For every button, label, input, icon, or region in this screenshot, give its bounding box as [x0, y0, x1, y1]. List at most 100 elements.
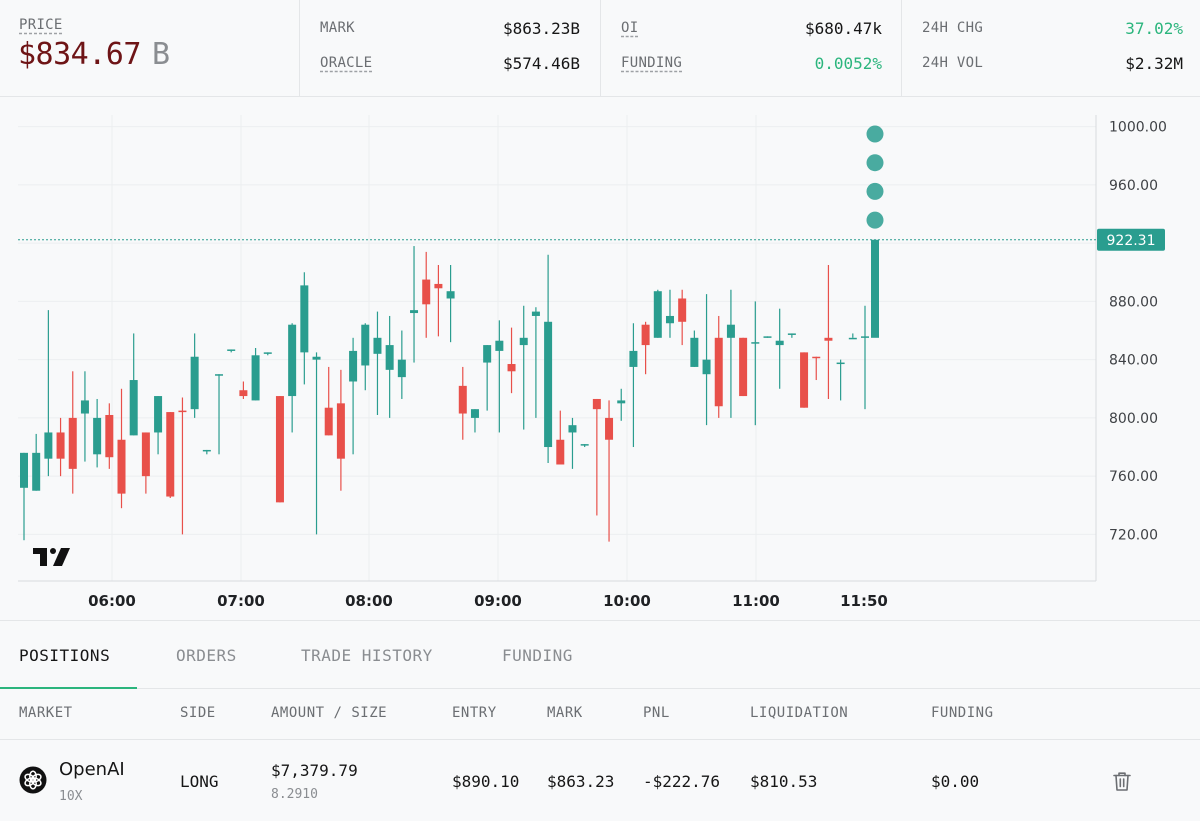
mark-label: MARK — [320, 20, 355, 36]
candle-body — [739, 337, 748, 397]
oi-value: $680.47k — [804, 19, 882, 38]
y-tick-label: 1000.00 — [1109, 120, 1167, 136]
pnl-value: -$222.76 — [643, 772, 721, 791]
x-tick-label: 09:00 — [474, 592, 522, 610]
pending-order-dot — [866, 154, 884, 172]
current-price-tag — [1097, 228, 1165, 251]
candle-body — [556, 439, 565, 465]
candle-body — [434, 283, 443, 289]
candle-body — [215, 374, 224, 376]
candle-body — [288, 324, 297, 397]
market-name[interactable]: OpenAI — [59, 759, 125, 780]
column-header-mark: MARK — [547, 705, 583, 721]
candle-body — [690, 337, 699, 367]
change-24h-label: 24H CHG — [922, 20, 984, 36]
amount-value: $7,379.79 — [271, 761, 358, 780]
candle-body — [178, 410, 187, 413]
tab-trade-history[interactable]: TRADE HISTORY — [301, 646, 433, 665]
candle-body — [336, 403, 345, 459]
market-stats-header: PRICE $834.67 B MARK $863.23B ORACLE $57… — [0, 0, 1200, 97]
liquidation-value: $810.53 — [750, 772, 818, 791]
candle-body — [93, 417, 102, 455]
side-value: LONG — [180, 772, 219, 791]
price-unit: B — [152, 37, 171, 72]
volume-24h-value: $2.32M — [1125, 54, 1183, 73]
candle-body — [678, 298, 687, 322]
active-tab-indicator — [0, 687, 137, 689]
positions-table-header: MARKET SIDE AMOUNT / SIZE ENTRY MARK PNL… — [0, 690, 1200, 740]
candle-body — [580, 444, 589, 446]
candle-body — [507, 364, 516, 372]
y-tick-label: 720.00 — [1109, 527, 1158, 543]
price-chart[interactable]: 1000.00960.00920.00880.00840.00800.00760… — [0, 97, 1200, 620]
candle-body — [275, 396, 284, 503]
funding-label[interactable]: FUNDING — [621, 55, 683, 71]
candle-body — [653, 291, 662, 338]
price-label[interactable]: PRICE — [19, 17, 63, 33]
candle-body — [531, 311, 540, 316]
candle-body — [410, 310, 419, 314]
tab-positions[interactable]: POSITIONS — [19, 646, 111, 665]
candle-body — [154, 396, 163, 433]
candle-body — [251, 355, 260, 401]
candle-body — [446, 291, 455, 299]
candle-body — [458, 385, 467, 414]
funding-value-cell: $0.00 — [931, 772, 980, 791]
y-tick-label: 800.00 — [1109, 411, 1158, 427]
candle-body — [726, 324, 735, 338]
candle-body — [44, 432, 53, 459]
candlestick-chart[interactable]: 1000.00960.00920.00880.00840.00800.00760… — [0, 97, 1200, 620]
y-tick-label: 840.00 — [1109, 353, 1158, 369]
mark-value: $863.23B — [502, 19, 580, 38]
candle-body — [397, 359, 406, 378]
candle-body — [592, 398, 601, 410]
candle-body — [519, 337, 528, 346]
x-tick-label: 07:00 — [217, 592, 265, 610]
candle-body — [385, 345, 394, 370]
candle-body — [20, 452, 28, 488]
candle-body — [141, 432, 150, 477]
candle-body — [202, 449, 211, 452]
trash-icon[interactable] — [1112, 771, 1132, 792]
candle-body — [227, 349, 236, 351]
candle-body — [361, 324, 370, 366]
openai-logo-icon — [19, 766, 47, 794]
candle-body — [239, 390, 248, 397]
x-tick-label: 11:50 — [840, 592, 888, 610]
column-header-funding: FUNDING — [931, 705, 994, 721]
header-divider — [299, 0, 300, 96]
y-tick-label: 880.00 — [1109, 294, 1158, 310]
candle-body — [324, 407, 333, 436]
pending-order-dot — [866, 211, 884, 229]
bottom-tabs: POSITIONS ORDERS TRADE HISTORY FUNDING — [0, 620, 1200, 689]
y-tick-label: 960.00 — [1109, 178, 1158, 194]
candle-body — [349, 350, 358, 382]
oracle-label[interactable]: ORACLE — [320, 55, 373, 71]
column-header-market: MARKET — [19, 705, 73, 721]
tab-orders[interactable]: ORDERS — [176, 646, 237, 665]
tab-funding[interactable]: FUNDING — [502, 646, 573, 665]
header-divider — [600, 0, 601, 96]
candle-body — [495, 340, 504, 351]
leverage-value: 10X — [59, 789, 83, 804]
candle-body — [787, 333, 796, 335]
price-value: $834.67 — [18, 37, 141, 72]
oi-label[interactable]: OI — [621, 20, 639, 36]
current-candle — [871, 239, 879, 338]
candle-body — [861, 336, 869, 338]
candle-body — [641, 324, 650, 346]
candle-body — [824, 337, 833, 341]
funding-value: 0.0052% — [814, 54, 882, 73]
x-tick-label: 11:00 — [732, 592, 780, 610]
pending-order-dot — [866, 182, 884, 200]
candle-body — [32, 452, 41, 491]
candle-body — [117, 439, 126, 494]
candle-body — [812, 356, 821, 359]
pending-order-dot — [866, 125, 884, 143]
candle-body — [68, 417, 77, 469]
candle-body — [312, 356, 321, 360]
column-header-liquidation: LIQUIDATION — [750, 705, 849, 721]
candle-body — [105, 414, 114, 458]
candle-body — [836, 362, 845, 365]
x-tick-label: 08:00 — [345, 592, 393, 610]
